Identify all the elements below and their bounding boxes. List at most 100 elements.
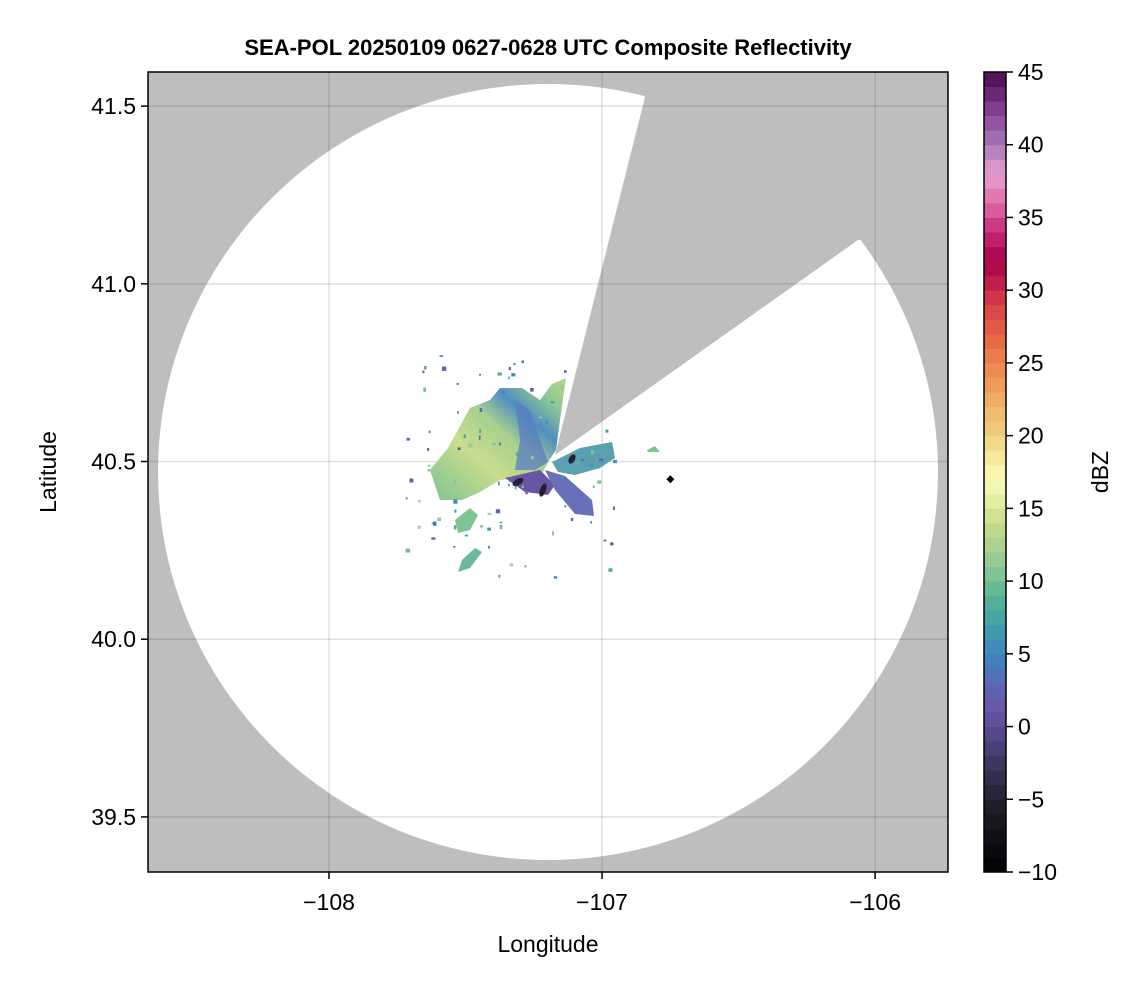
colorbar-band [984,377,1006,393]
echo-south-cell [458,548,482,572]
colorbar-band [984,537,1006,553]
echo-speckle [478,435,481,440]
echo-speckle [405,548,411,553]
echo-speckle [576,460,580,465]
echo-speckle [498,574,501,578]
echo-speckle [581,458,584,461]
echo-speckle [409,478,414,483]
colorbar-band [984,755,1006,771]
echo-speckle [422,370,425,374]
y-tick-label: 41.0 [91,271,136,297]
chart-title: SEA-POL 20250109 0627-0628 UTC Composite… [244,35,852,60]
echo-speckle [487,512,492,516]
colorbar-band [984,304,1006,320]
colorbar-band [984,697,1006,713]
colorbar-band [984,246,1006,262]
echo-speckle [439,355,443,357]
echo-speckle [521,360,524,364]
echo-speckle [502,391,506,394]
reflectivity-echoes [405,355,660,579]
colorbar-band [984,726,1006,742]
echo-speckle [531,456,534,460]
colorbar-band [984,770,1006,786]
echo-speckle [405,497,408,500]
colorbar-band [984,290,1006,306]
colorbar-band [984,464,1006,480]
echo-speckle [590,521,592,524]
echo-speckle [570,517,574,522]
colorbar-band [984,421,1006,437]
echo-speckle [592,485,595,488]
colorbar-band [984,188,1006,204]
echo-speckle [433,521,437,526]
echo-speckle [509,477,513,482]
colorbar-band [984,857,1006,873]
echo-speckle [457,411,459,414]
colorbar-band [984,450,1006,466]
colorbar-band [984,217,1006,233]
colorbar-tick-label: 0 [1018,714,1031,740]
colorbar-band [984,712,1006,728]
colorbar-tick-label: 20 [1018,423,1044,449]
echo-speckle [613,459,618,464]
colorbar-band [984,333,1006,349]
echo-speckle [509,563,514,567]
colorbar-band [984,232,1006,248]
colorbar-band [984,479,1006,495]
echo-speckle [499,442,501,446]
colorbar-label: dBZ [1087,451,1113,493]
colorbar-tick-label: −5 [1018,786,1044,812]
echo-speckle [610,542,614,546]
echo-speckle [423,387,426,392]
echo-southeast-arm [545,470,594,516]
echo-speckle [427,448,430,451]
echo-speckle [423,366,427,370]
colorbar-band [984,653,1006,669]
echo-speckle [417,525,421,529]
echo-speckle [458,496,462,500]
echo-speckle [511,373,516,377]
colorbar-band [984,842,1006,858]
echo-dark-3 [568,454,576,464]
colorbar-band [984,392,1006,408]
y-tick-label: 39.5 [91,804,136,830]
echo-dark-2 [539,483,547,497]
echo-speckle [468,443,473,448]
echo-speckle [479,373,481,376]
echo-speckle [456,383,459,385]
colorbar: −10 −5 0 5 10 15 20 25 30 35 40 45 [983,59,1057,885]
echo-speckle [515,452,518,457]
echo-speckle [480,525,483,528]
colorbar-tick-label: 10 [1018,568,1044,594]
echo-speckle [605,429,609,433]
colorbar-band [984,552,1006,568]
echo-speckle [453,525,457,530]
blocked-sector [555,72,948,455]
echo-speckle [499,524,503,530]
echo-speckle [564,370,567,373]
echo-speckle [513,363,516,366]
echo-speckle [546,419,549,425]
colorbar-band [984,741,1006,757]
x-tick-label: −108 [303,889,355,915]
echo-speckle [488,546,490,549]
colorbar-band [984,86,1006,102]
echo-speckle [508,376,510,380]
echo-speckle [453,546,456,548]
echo-speckle [495,509,501,514]
echo-speckle [447,476,450,478]
colorbar-tick-label: 25 [1018,350,1044,376]
echo-speckle [457,447,461,450]
colorbar-tick-label: 15 [1018,495,1044,521]
echo-east-cell [647,446,660,452]
colorbar-tick-label: 30 [1018,277,1044,303]
echo-speckle [564,505,567,508]
colorbar-band [984,610,1006,626]
echo-speckle [599,458,604,462]
plot-area [148,72,948,872]
echo-speckle [608,568,613,572]
echo-speckle [525,490,528,495]
colorbar-band [984,784,1006,800]
colorbar-frame [983,71,1007,873]
grid [148,72,948,872]
